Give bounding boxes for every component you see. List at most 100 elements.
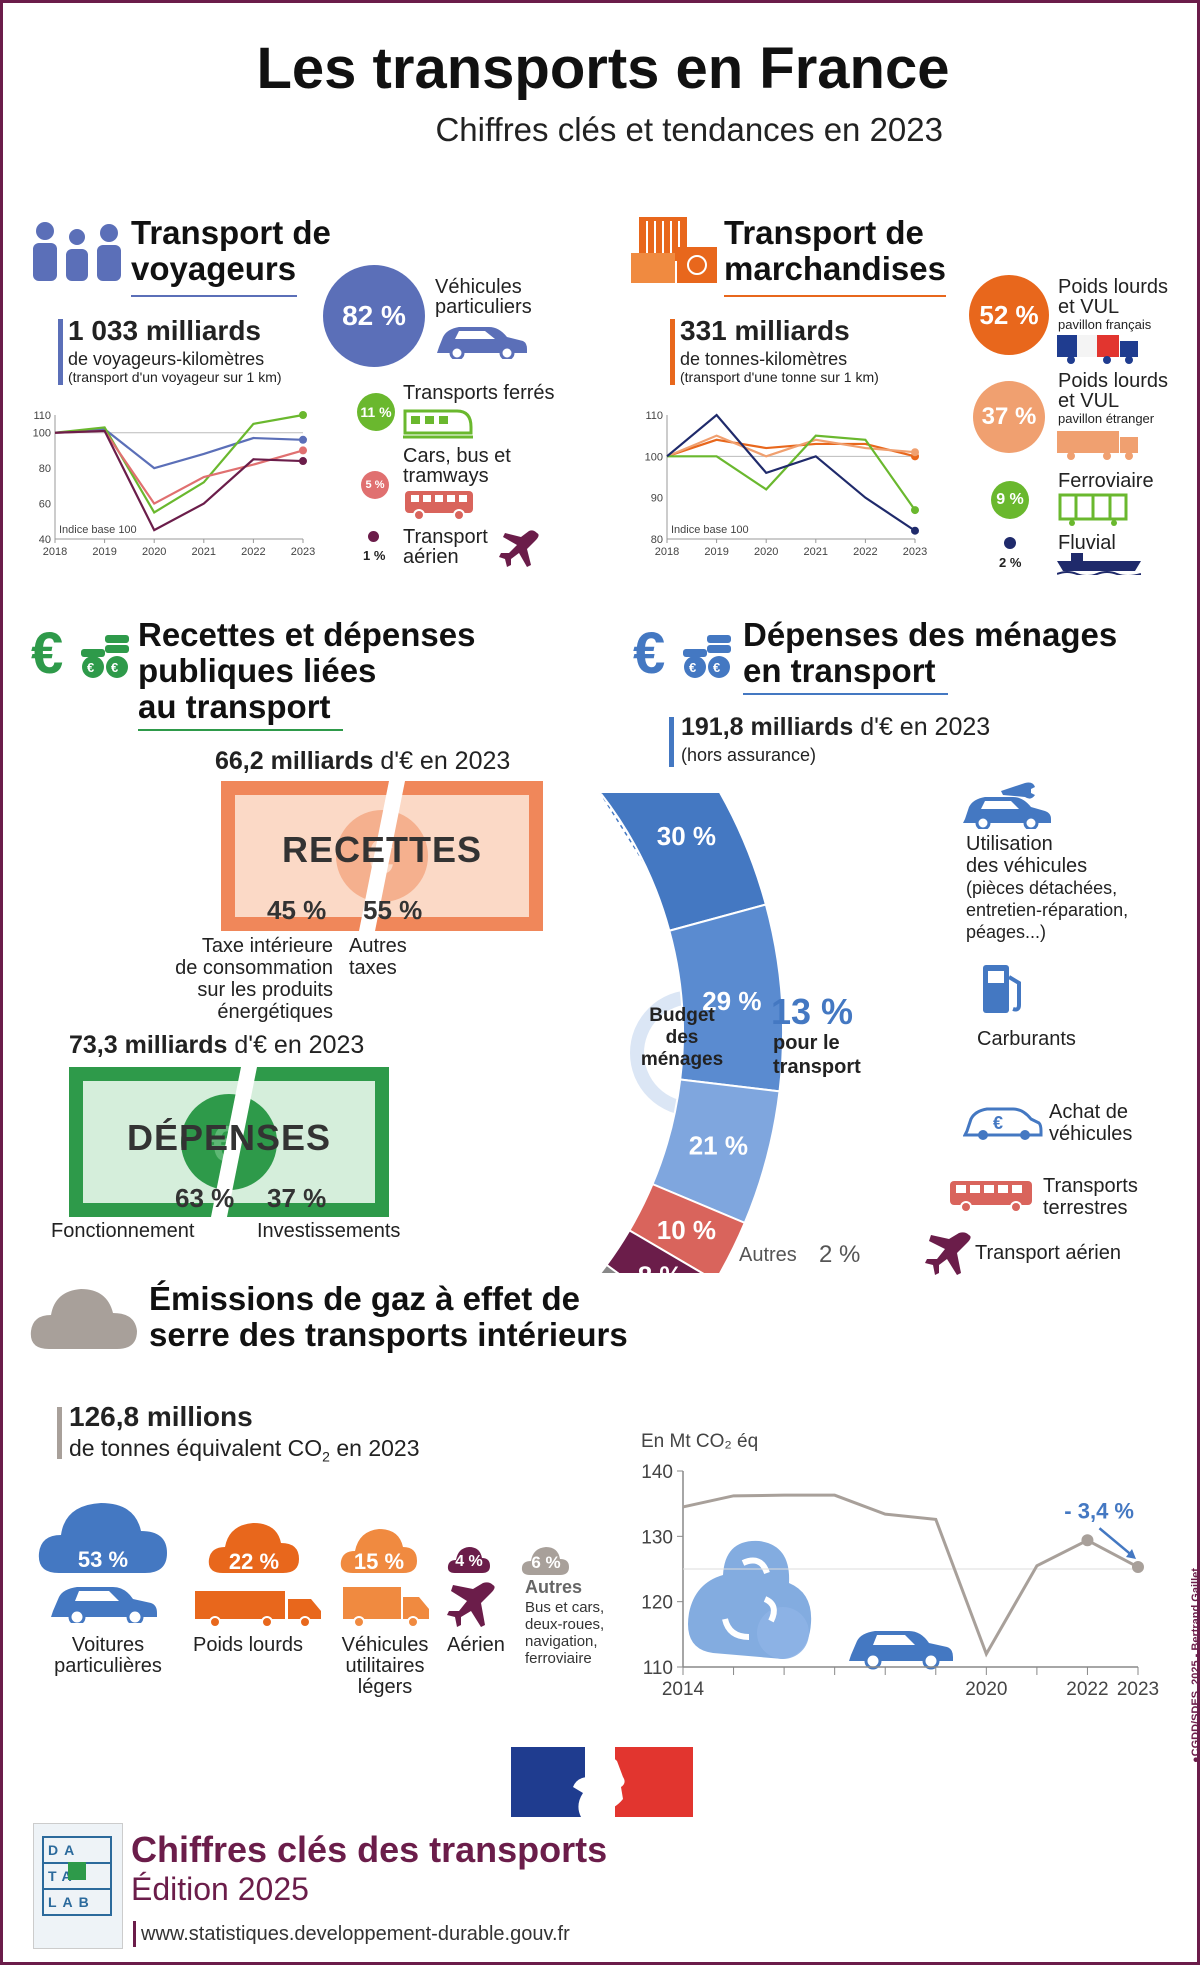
voyageurs-chart-y-tick: 100 (33, 428, 51, 440)
emissions-total: 126,8 millions (69, 1401, 253, 1432)
marchandises-unit: de tonnes-kilomètres (680, 349, 848, 369)
marchandises-chart-x-tick: 2021 (804, 546, 828, 558)
arc-segment-5 (599, 1263, 620, 1273)
svg-text:€: € (713, 660, 720, 675)
containers-icon (631, 217, 717, 283)
svg-text:€: € (689, 660, 696, 675)
voyageurs-fer-label: Transports ferrés (403, 382, 555, 404)
voyageurs-chart-series-line-2 (54, 429, 304, 506)
recettes-label-ticpe: Taxe intérieure de consommation sur les pr… (175, 935, 333, 1023)
bus-icon-menages (950, 1181, 1032, 1213)
emissions-autres-pct: 6 % (531, 1553, 561, 1572)
arc-segment-4 (605, 1228, 705, 1273)
recettes-word: RECETTES (281, 829, 483, 870)
footer-url[interactable]: www.statistiques.developpement-durable.g… (141, 1923, 570, 1945)
svg-text:€: € (993, 1113, 1003, 1133)
emissions-chart-point (1081, 1534, 1094, 1547)
euro-coins-green-icon: € € € (31, 625, 129, 681)
voyageurs-chart-series-line-3 (54, 429, 304, 532)
voyageurs-chart-series-line-0 (54, 428, 304, 470)
emissions-chart-x-tick: 2023 (1117, 1679, 1159, 1700)
credit-text: ●CGDD/SDES, 2025 - Bertrand Gaillet (1190, 1568, 1200, 1763)
recettes-underline (138, 729, 343, 731)
plane-icon (499, 530, 539, 567)
menages-autres-label: Autres (739, 1244, 797, 1266)
cloud-vul-icon (340, 1529, 417, 1573)
menages-arc-chart: 30 % 29 % 21 % 10 % 8 % (599, 793, 784, 1273)
menages-terrestres-label: Transports terrestres (1043, 1175, 1138, 1219)
marchandises-chart-y-tick: 110 (645, 410, 663, 422)
depenses-pct-invest: 37 % (267, 1183, 327, 1213)
menages-share-label: pour le transport (773, 1032, 861, 1078)
recettes-label-autres: Autres taxes (349, 935, 407, 979)
freight-wagon-icon (1058, 493, 1128, 526)
depenses-label-invest: Investissements (257, 1220, 401, 1242)
page-subtitle: Chiffres clés et tendances en 2023 (435, 111, 943, 148)
menages-carburants-label: Carburants (977, 1028, 1076, 1050)
voyageurs-chart-x-tick: 2020 (142, 546, 166, 558)
arc-segment-label-3: 10 % (657, 1215, 716, 1245)
marchandises-chart-y-tick: 80 (651, 534, 663, 546)
depenses-label-fonct: Fonctionnement (51, 1220, 195, 1242)
menages-bar (669, 717, 674, 767)
voyageurs-air-label: Transport aérien (403, 526, 488, 568)
menages-note: (hors assurance) (681, 745, 817, 765)
emissions-chart-y-tick: 120 (641, 1593, 673, 1614)
voyageurs-bar (58, 319, 63, 385)
emissions-chart-x-tick: 2014 (662, 1679, 705, 1700)
arc-segment-0 (599, 793, 768, 932)
depenses-banknote: € (69, 1067, 389, 1217)
marchandises-fer-circle: 9 % (991, 481, 1029, 519)
marchandises-plfr-label: Poids lourds et VUL pavillon français (1058, 276, 1169, 332)
emissions-vp-label: Voitures particulières (54, 1634, 162, 1677)
marchandises-chart-x-tick: 2022 (853, 546, 877, 558)
marchandises-total: 331 milliards (680, 315, 850, 346)
voyageurs-vp-label: Véhicules particuliers (435, 276, 532, 318)
truck-foreign-icon (1057, 431, 1138, 460)
marchandises-chart-x-tick: 2019 (704, 546, 728, 558)
emissions-autres-label: Autres (525, 1577, 583, 1597)
arc-segment-label-4: 8 % (638, 1260, 683, 1273)
menages-share-pct: 13 % (771, 991, 854, 1032)
footer-brand-edition: Édition 2025 (131, 1871, 309, 1907)
emissions-air-pct: 4 % (455, 1553, 483, 1570)
emissions-title: Émissions de gaz à effet de serre des tra… (149, 1280, 628, 1353)
voyageurs-air-pct: 1 % (363, 548, 386, 563)
plane-icon-menages (925, 1232, 971, 1275)
marchandises-chart-series-line-3 (666, 413, 916, 532)
publication-cover-thumbnail: DA TA LAB (33, 1823, 123, 1949)
car-euro-icon: € (963, 1107, 1043, 1140)
marchandises-chart-series-end-2 (911, 506, 919, 515)
marchandises-fer-label: Ferroviaire (1058, 470, 1154, 492)
recettes-title: Recettes et dépenses publiques liées au tr… (138, 616, 476, 725)
svg-text:€: € (31, 625, 63, 681)
voyageurs-chart-x-tick: 2019 (92, 546, 116, 558)
emissions-chart-y-tick: 110 (643, 1658, 673, 1679)
marchandises-plet-circle: 37 % (973, 381, 1045, 453)
emissions-air-label: Aérien (447, 1634, 505, 1656)
voyageurs-chart-y-tick: 80 (39, 463, 51, 475)
cloud-grey-icon (30, 1289, 137, 1349)
voyageurs-chart-y-tick: 110 (33, 410, 51, 422)
emissions-chart-y-tick: 130 (641, 1527, 673, 1548)
marchandises-chart-y-tick: 100 (645, 451, 663, 463)
recettes-banknote: € (221, 781, 543, 931)
voyageurs-fer-circle: 11 % (357, 393, 395, 431)
marchandises-line-chart: 80 90 100 110 2018 2019 2020 2021 2022 2023 Indice… (645, 410, 928, 558)
voyageurs-chart-annotation: Indice base 100 (59, 524, 137, 536)
truck-icon-emissions (195, 1591, 321, 1628)
cloud-vp-icon (38, 1503, 168, 1573)
page-title: Les transports en France (256, 36, 950, 101)
marchandises-fluv-label: Fluvial (1058, 532, 1116, 554)
menages-achat-label: Achat de véhicules (1049, 1101, 1133, 1145)
emissions-illustration-clouds (688, 1540, 812, 1659)
emissions-unit: de tonnes équivalent CO2 en 2023 (69, 1435, 420, 1465)
cloud-pl-icon (208, 1523, 299, 1573)
footer-url-bar (133, 1921, 136, 1947)
marchandises-note: (transport d'une tonne sur 1 km) (680, 369, 879, 385)
car-repair-icon (963, 782, 1051, 829)
voyageurs-chart-y-tick: 60 (39, 499, 51, 511)
marchandises-chart-series-line-0 (666, 438, 916, 458)
emissions-chart-annotation: - 3,4 % (1064, 1498, 1134, 1523)
